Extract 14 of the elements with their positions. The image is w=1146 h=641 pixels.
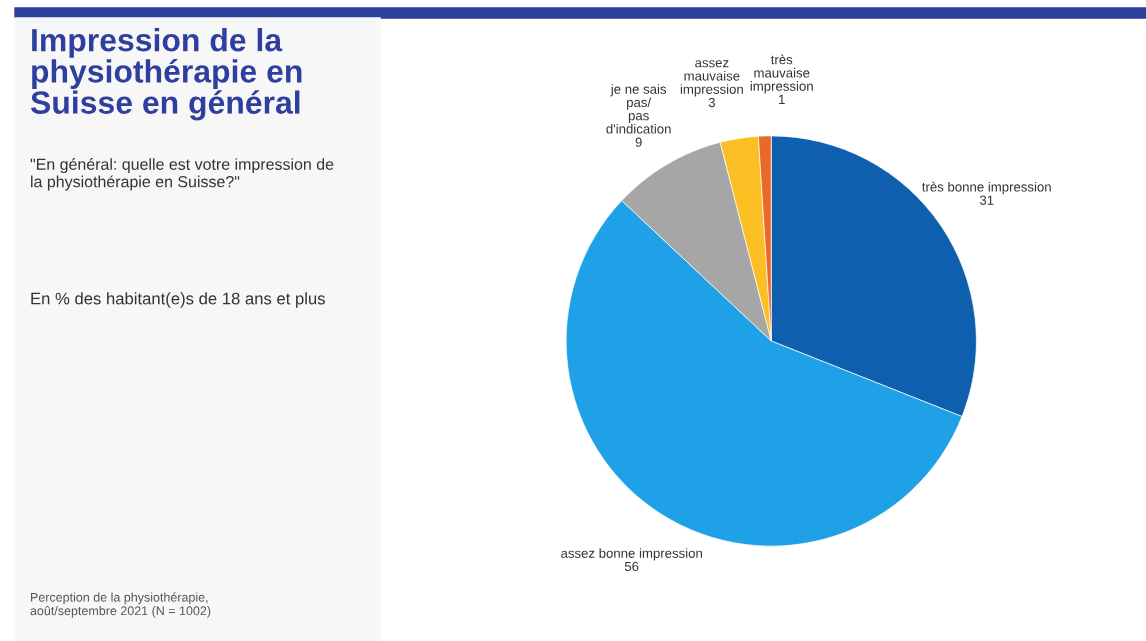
slice-label: assez mauvaise impression xyxy=(680,60,743,97)
data-label: 1 xyxy=(779,94,785,104)
slice-label: très bonne impression xyxy=(922,181,1051,195)
slice-label: je ne sais pas/ pas d'indication xyxy=(606,84,671,134)
data-label: 3 xyxy=(708,97,715,108)
data-label: 31 xyxy=(979,195,994,205)
slice-label: très mauvaise impression xyxy=(750,54,813,94)
text: Impression de la physiothérapie en Suisse en général xyxy=(30,28,302,121)
text: Perception de la physiothérapie, août/septembre 2021 (N = 1002) xyxy=(30,592,211,618)
data-label: 56 xyxy=(624,561,639,572)
text: "En général: quelle est votre impression de la physiothérapie en Suisse?" xyxy=(30,158,334,191)
text: En % des habitant(e)s de 18 ans et plus xyxy=(31,292,325,308)
data-label: 9 xyxy=(635,137,642,147)
slice-label: assez bonne impression xyxy=(561,548,702,561)
